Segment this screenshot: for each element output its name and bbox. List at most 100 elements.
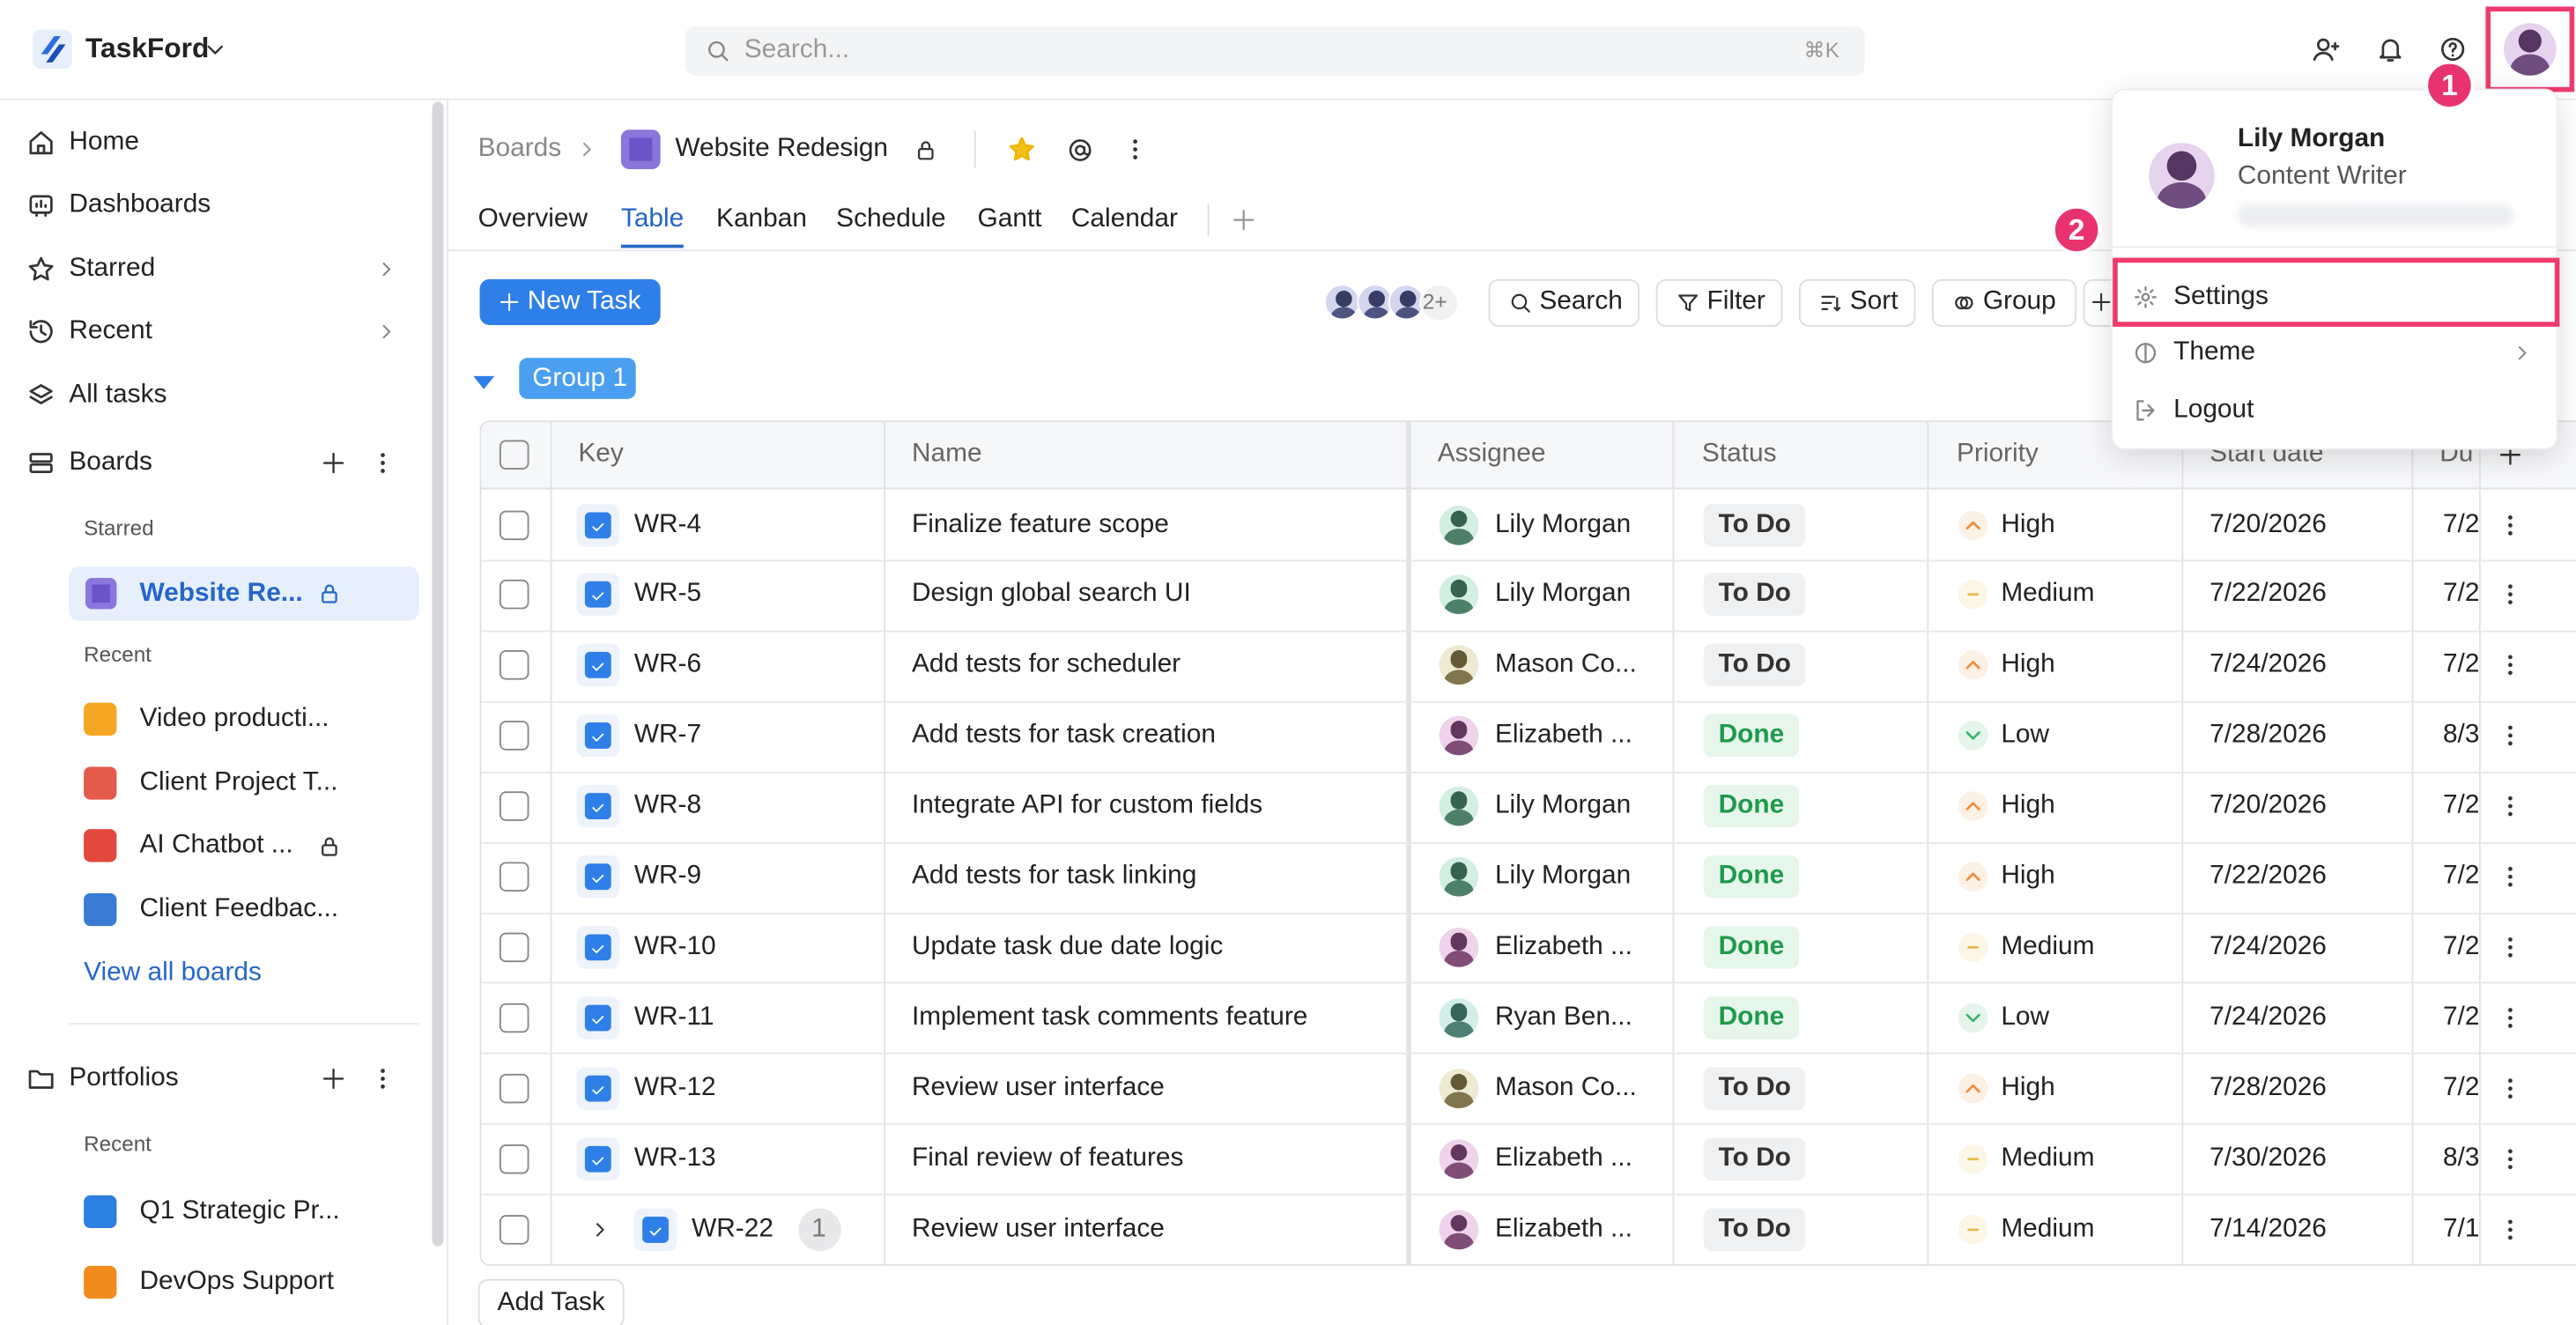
status-chip[interactable]: Done bbox=[1703, 785, 1799, 828]
tab[interactable]: Calendar bbox=[1070, 204, 1178, 233]
task-key[interactable]: WR-6 bbox=[633, 650, 702, 679]
search-box[interactable] bbox=[685, 26, 1865, 76]
task-name[interactable]: Review user interface bbox=[911, 1214, 1165, 1242]
tab[interactable]: Gantt bbox=[977, 204, 1042, 233]
view-all-link[interactable]: View all boards bbox=[84, 959, 262, 988]
priority-glyph bbox=[1958, 581, 1988, 611]
row-checkbox[interactable] bbox=[499, 791, 529, 822]
priority-glyph bbox=[1958, 510, 1988, 540]
task-key[interactable]: WR-7 bbox=[633, 721, 702, 750]
row-checkbox[interactable] bbox=[499, 862, 529, 892]
row-checkbox[interactable] bbox=[499, 650, 529, 681]
section-title[interactable]: Boards bbox=[69, 448, 152, 477]
tab[interactable]: Kanban bbox=[716, 204, 807, 233]
task-key[interactable]: WR-13 bbox=[633, 1144, 716, 1172]
due-date: 7/2 bbox=[2442, 862, 2480, 891]
tab[interactable]: Schedule bbox=[836, 204, 946, 233]
task-name[interactable]: Add tests for task creation bbox=[911, 721, 1216, 750]
task-name[interactable]: Final review of features bbox=[911, 1144, 1184, 1172]
toolbar-button[interactable] bbox=[1655, 278, 1783, 327]
task-type-check-svg bbox=[592, 1085, 604, 1094]
task-type-check bbox=[588, 867, 608, 886]
row-checkbox[interactable] bbox=[499, 1073, 529, 1103]
row-checkbox[interactable] bbox=[499, 932, 529, 962]
status-chip[interactable]: To Do bbox=[1703, 574, 1806, 617]
task-name[interactable]: Implement task comments feature bbox=[911, 1003, 1308, 1032]
board-item[interactable]: Client Feedbac... bbox=[139, 894, 339, 923]
nav-item[interactable]: Home bbox=[69, 128, 139, 157]
column-header[interactable]: Key bbox=[578, 440, 624, 469]
nav-chevron bbox=[374, 320, 397, 343]
portfolio-item[interactable]: DevOps Support bbox=[139, 1267, 335, 1296]
row-checkbox[interactable] bbox=[499, 509, 529, 540]
add-task-button[interactable]: Add Task bbox=[477, 1278, 625, 1325]
column-header[interactable]: Assignee bbox=[1437, 440, 1546, 469]
column-header[interactable]: Status bbox=[1701, 440, 1777, 469]
select-all[interactable] bbox=[499, 440, 529, 470]
board-item[interactable]: Client Project T... bbox=[139, 767, 338, 796]
section-title[interactable]: Portfolios bbox=[69, 1063, 179, 1092]
group-toggle[interactable] bbox=[473, 369, 495, 389]
toolbar-button[interactable] bbox=[1798, 278, 1916, 327]
task-key[interactable]: WR-10 bbox=[633, 932, 716, 961]
board-item[interactable]: AI Chatbot ... bbox=[139, 831, 293, 860]
board-item[interactable]: Video producti... bbox=[139, 704, 329, 733]
row-checkbox[interactable] bbox=[499, 721, 529, 751]
column-header[interactable]: Name bbox=[911, 440, 982, 469]
priority-glyph bbox=[1958, 932, 1988, 962]
status-chip[interactable]: Done bbox=[1703, 925, 1799, 969]
menu-item[interactable]: Theme bbox=[2173, 337, 2255, 366]
nav-item[interactable]: Recent bbox=[69, 316, 152, 345]
task-name[interactable]: Update task due date logic bbox=[911, 932, 1224, 961]
priority-glyph-svg bbox=[1965, 802, 1980, 811]
task-name[interactable]: Add tests for task linking bbox=[911, 862, 1197, 891]
status-chip[interactable]: To Do bbox=[1703, 1207, 1806, 1251]
toolbar-button[interactable] bbox=[1488, 278, 1640, 327]
user-avatar[interactable] bbox=[2503, 23, 2557, 76]
task-name[interactable]: Add tests for scheduler bbox=[911, 650, 1181, 679]
menu-item[interactable]: Settings bbox=[2173, 282, 2269, 311]
nav-item[interactable]: All tasks bbox=[69, 381, 167, 410]
members-more: 2+ bbox=[1422, 289, 1447, 314]
status-chip[interactable]: To Do bbox=[1703, 1136, 1806, 1181]
brand-name[interactable]: TaskFord bbox=[85, 33, 210, 64]
task-key[interactable]: WR-11 bbox=[633, 1003, 714, 1032]
status-chip[interactable]: Done bbox=[1703, 855, 1799, 899]
priority-icon bbox=[1958, 1073, 1988, 1103]
task-key[interactable]: WR-4 bbox=[633, 509, 702, 538]
task-key[interactable]: WR-22 bbox=[692, 1214, 774, 1242]
breadcrumb-sep bbox=[575, 138, 598, 161]
status-chip[interactable]: To Do bbox=[1703, 1066, 1806, 1110]
status-chip[interactable]: Done bbox=[1703, 714, 1799, 758]
nav-item[interactable]: Starred bbox=[69, 254, 156, 283]
priority-glyph bbox=[1958, 862, 1988, 892]
row-checkbox[interactable] bbox=[499, 1144, 529, 1173]
tab[interactable]: Table bbox=[620, 204, 685, 233]
tab[interactable]: Overview bbox=[477, 204, 588, 233]
nav-item[interactable]: Dashboards bbox=[69, 190, 211, 218]
status-chip[interactable]: Done bbox=[1703, 996, 1799, 1040]
task-key[interactable]: WR-8 bbox=[633, 791, 702, 820]
board-item[interactable]: Website Re... bbox=[139, 579, 303, 608]
breadcrumb-link[interactable]: Boards bbox=[477, 134, 562, 163]
status-chip[interactable]: To Do bbox=[1703, 644, 1806, 687]
toolbar-button[interactable] bbox=[1932, 278, 2077, 327]
task-key[interactable]: WR-5 bbox=[633, 580, 702, 609]
row-checkbox[interactable] bbox=[499, 580, 529, 611]
task-name[interactable]: Integrate API for custom fields bbox=[911, 791, 1262, 820]
task-type-icon bbox=[584, 722, 611, 750]
user-avatar-head bbox=[2518, 29, 2543, 54]
task-key[interactable]: WR-12 bbox=[633, 1073, 716, 1101]
row-checkbox[interactable] bbox=[499, 1003, 529, 1033]
row-checkbox[interactable] bbox=[499, 1214, 529, 1244]
column-header[interactable]: Priority bbox=[1956, 440, 2039, 469]
task-name[interactable]: Finalize feature scope bbox=[911, 509, 1169, 538]
row-border bbox=[481, 771, 2576, 774]
menu-item[interactable]: Logout bbox=[2173, 396, 2254, 424]
portfolio-item[interactable]: Q1 Strategic Pr... bbox=[139, 1196, 340, 1225]
status-chip[interactable]: To Do bbox=[1703, 503, 1806, 546]
watch-icon-svg bbox=[1068, 138, 1091, 160]
task-name[interactable]: Review user interface bbox=[911, 1073, 1165, 1101]
task-name[interactable]: Design global search UI bbox=[911, 580, 1191, 609]
task-key[interactable]: WR-9 bbox=[633, 862, 702, 891]
